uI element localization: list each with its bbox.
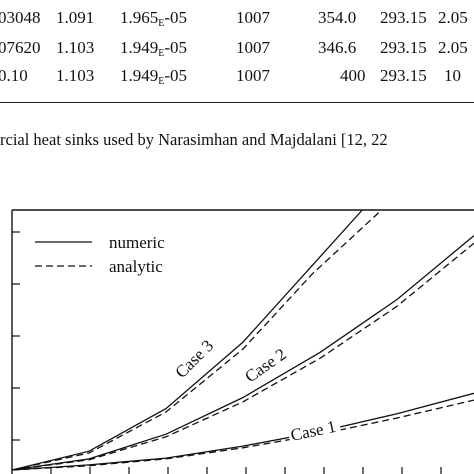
table-cell: 1.091 — [56, 8, 95, 27]
table-cell: 400 — [340, 66, 366, 85]
chart-legend: numeric analytic — [35, 233, 165, 276]
table-row: 03048 1.091 1.965E-05 1007 354.0 293.15 … — [0, 8, 474, 34]
table-cell-exp: -05 — [164, 38, 188, 57]
legend-analytic-label: analytic — [109, 257, 163, 276]
case-label-background — [169, 333, 221, 384]
case-label-background — [286, 415, 342, 446]
table-cell: 1007 — [236, 8, 270, 27]
table-cell-exp: -05 — [164, 8, 188, 27]
table-cell: 1007 — [236, 66, 270, 85]
table-cell: 1.103 — [56, 38, 95, 57]
table-cell: 293.15 — [380, 66, 427, 85]
table-bottom-rule — [0, 102, 474, 103]
table-cell: 293.15 — [380, 8, 427, 27]
case-label-background — [239, 342, 294, 388]
table-cell-sub: E — [158, 18, 165, 29]
table-cell: 1007 — [236, 38, 270, 57]
table-cell: 1.103 — [56, 66, 95, 85]
table-cell: 354.0 — [318, 8, 357, 27]
table-row: 07620 1.103 1.949E-05 1007 346.6 293.15 … — [0, 38, 474, 64]
table-cell-sub: E — [158, 48, 165, 59]
table-cell: 0.10 — [0, 66, 28, 85]
table-cell: 03048 — [0, 8, 41, 27]
table-cell-base: 1.949 — [120, 38, 159, 57]
table-cell: 2.05 — [438, 8, 468, 27]
case-3-numeric-line — [11, 209, 363, 471]
table-row: 0.10 1.103 1.949E-05 1007 400 293.15 10 — [0, 66, 474, 92]
chart-series — [11, 209, 474, 471]
chart-axes — [11, 209, 474, 474]
table-cell: 1.949E-05 — [120, 38, 187, 59]
table-cell: 2.05 — [438, 38, 468, 57]
table-cell-base: 1.965 — [120, 8, 159, 27]
table-cell: 346.6 — [318, 38, 357, 57]
table-cell: 10 — [444, 66, 461, 85]
case-2-numeric-line — [11, 235, 474, 471]
case-label: Case 1 — [289, 417, 338, 445]
table-cell-base: 1.949 — [120, 66, 159, 85]
case-2-analytic-line — [11, 242, 474, 471]
case-1-numeric-line — [11, 392, 474, 471]
table-cell: 293.15 — [380, 38, 427, 57]
table-cell: 1.949E-05 — [120, 66, 187, 87]
legend-numeric-label: numeric — [109, 233, 165, 252]
table-cell: 07620 — [0, 38, 41, 57]
case-1-analytic-line — [11, 399, 474, 471]
chart-ticks — [12, 231, 442, 474]
case-3-analytic-line — [11, 209, 383, 471]
table-caption: rcial heat sinks used by Narasimhan and … — [0, 130, 388, 149]
table-cell: 1.965E-05 — [120, 8, 187, 29]
table-cell-sub: E — [158, 76, 165, 87]
table-cell-exp: -05 — [164, 66, 188, 85]
